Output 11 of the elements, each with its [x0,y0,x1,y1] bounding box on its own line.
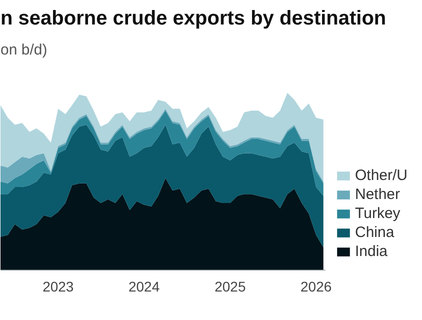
x-tick-label: 2025 [214,278,246,294]
x-tick-label: 2023 [42,278,74,294]
chart-title: n seaborne crude exports by destination [0,8,386,30]
x-tick-label: 2024 [128,278,160,294]
legend-label: Other/U [355,167,408,184]
chart-subtitle: on b/d) [0,42,48,58]
legend-label: India [355,243,388,260]
legend-label: China [355,224,394,241]
legend-label: Turkey [355,205,400,222]
legend-label: Nether [355,186,400,203]
x-tick-label: 2026 [300,278,332,294]
